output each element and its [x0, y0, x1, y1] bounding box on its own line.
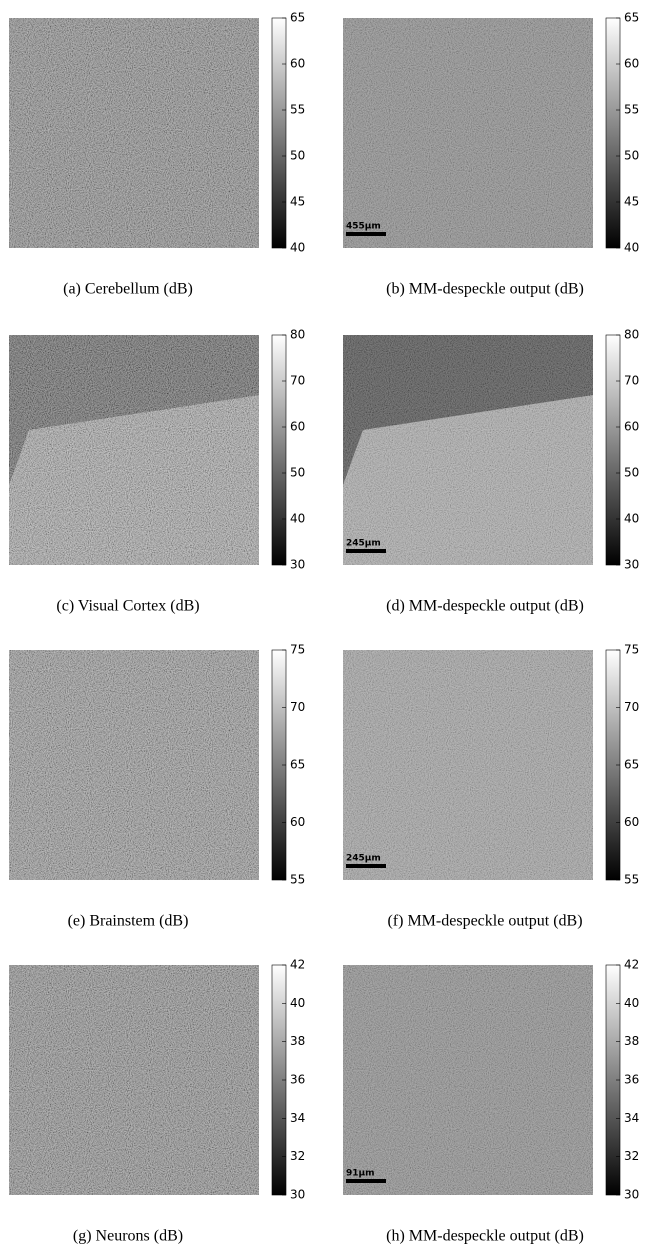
caption: (h) MM-despeckle output (dB)	[386, 1228, 584, 1245]
colorbar-label: 60	[290, 420, 305, 434]
colorbar-label: 65	[624, 758, 639, 772]
image-texture	[343, 650, 593, 880]
colorbar-label: 30	[624, 1188, 639, 1202]
colorbar-label: 80	[290, 328, 305, 342]
colorbar-label: 36	[624, 1073, 639, 1087]
colorbar-label: 50	[624, 466, 639, 480]
image-texture	[9, 965, 259, 1195]
colorbar	[606, 18, 620, 248]
scalebar-label: 245μm	[346, 539, 381, 549]
colorbar-label: 38	[290, 1034, 305, 1048]
colorbar-label: 30	[624, 558, 639, 572]
colorbar-label: 75	[290, 643, 305, 657]
colorbar-label: 30	[290, 1188, 305, 1202]
figure: 40 45 50 55 60 65 (a) Cerebellum (dB) 40 45 50 55 6…	[0, 0, 646, 1245]
scalebar-label: 455μm	[346, 222, 381, 232]
colorbar-label: 40	[290, 512, 305, 526]
colorbar-label: 70	[290, 374, 305, 388]
image-texture	[9, 650, 259, 880]
colorbar-label: 42	[624, 958, 639, 972]
image-texture	[9, 18, 259, 248]
colorbar-label: 34	[624, 1111, 639, 1125]
image-texture	[343, 18, 593, 248]
colorbar-label: 60	[290, 57, 305, 71]
colorbar-label: 75	[624, 643, 639, 657]
colorbar-label: 60	[290, 815, 305, 829]
colorbar-label: 50	[290, 466, 305, 480]
colorbar-label: 60	[624, 57, 639, 71]
image-texture	[9, 335, 259, 565]
caption: (f) MM-despeckle output (dB)	[387, 913, 582, 930]
scalebar	[346, 549, 386, 553]
colorbar-label: 50	[624, 149, 639, 163]
colorbar-label: 70	[290, 700, 305, 714]
colorbar-label: 45	[290, 195, 305, 209]
colorbar-label: 80	[624, 328, 639, 342]
colorbar-label: 40	[624, 241, 639, 255]
caption: (g) Neurons (dB)	[73, 1228, 183, 1245]
colorbar-label: 30	[290, 558, 305, 572]
colorbar	[606, 335, 620, 565]
scalebar-label: 91μm	[346, 1169, 375, 1179]
colorbar-label: 40	[624, 996, 639, 1010]
caption: (e) Brainstem (dB)	[68, 913, 189, 930]
colorbar-label: 55	[624, 103, 639, 117]
colorbar-label: 60	[624, 420, 639, 434]
colorbar-label: 42	[290, 958, 305, 972]
caption: (b) MM-despeckle output (dB)	[386, 281, 584, 298]
colorbar-label: 36	[290, 1073, 305, 1087]
image-texture	[343, 335, 593, 565]
colorbar-label: 65	[624, 11, 639, 25]
colorbar-label: 55	[290, 103, 305, 117]
colorbar-label: 32	[624, 1149, 639, 1163]
caption: (a) Cerebellum (dB)	[63, 281, 193, 298]
colorbar-label: 45	[624, 195, 639, 209]
colorbar-label: 70	[624, 700, 639, 714]
caption: (d) MM-despeckle output (dB)	[386, 598, 584, 615]
colorbar	[272, 335, 286, 565]
colorbar-label: 50	[290, 149, 305, 163]
colorbar-label: 55	[290, 873, 305, 887]
colorbar-label: 70	[624, 374, 639, 388]
image-texture	[343, 965, 593, 1195]
caption: (c) Visual Cortex (dB)	[56, 598, 199, 615]
scalebar	[346, 1179, 386, 1183]
colorbar-label: 65	[290, 758, 305, 772]
colorbar-label: 40	[624, 512, 639, 526]
page: 40 45 50 55 60 65 (a) Cerebellum (dB) 40 45 50 55 6…	[0, 0, 646, 1245]
colorbar-label: 40	[290, 241, 305, 255]
scalebar	[346, 864, 386, 868]
colorbar-label: 38	[624, 1034, 639, 1048]
colorbar-label: 60	[624, 815, 639, 829]
colorbar-label: 34	[290, 1111, 305, 1125]
colorbar-label: 65	[290, 11, 305, 25]
scalebar-label: 245μm	[346, 854, 381, 864]
colorbar-label: 32	[290, 1149, 305, 1163]
scalebar	[346, 232, 386, 236]
colorbar-label: 40	[290, 996, 305, 1010]
colorbar	[272, 18, 286, 248]
colorbar-label: 55	[624, 873, 639, 887]
